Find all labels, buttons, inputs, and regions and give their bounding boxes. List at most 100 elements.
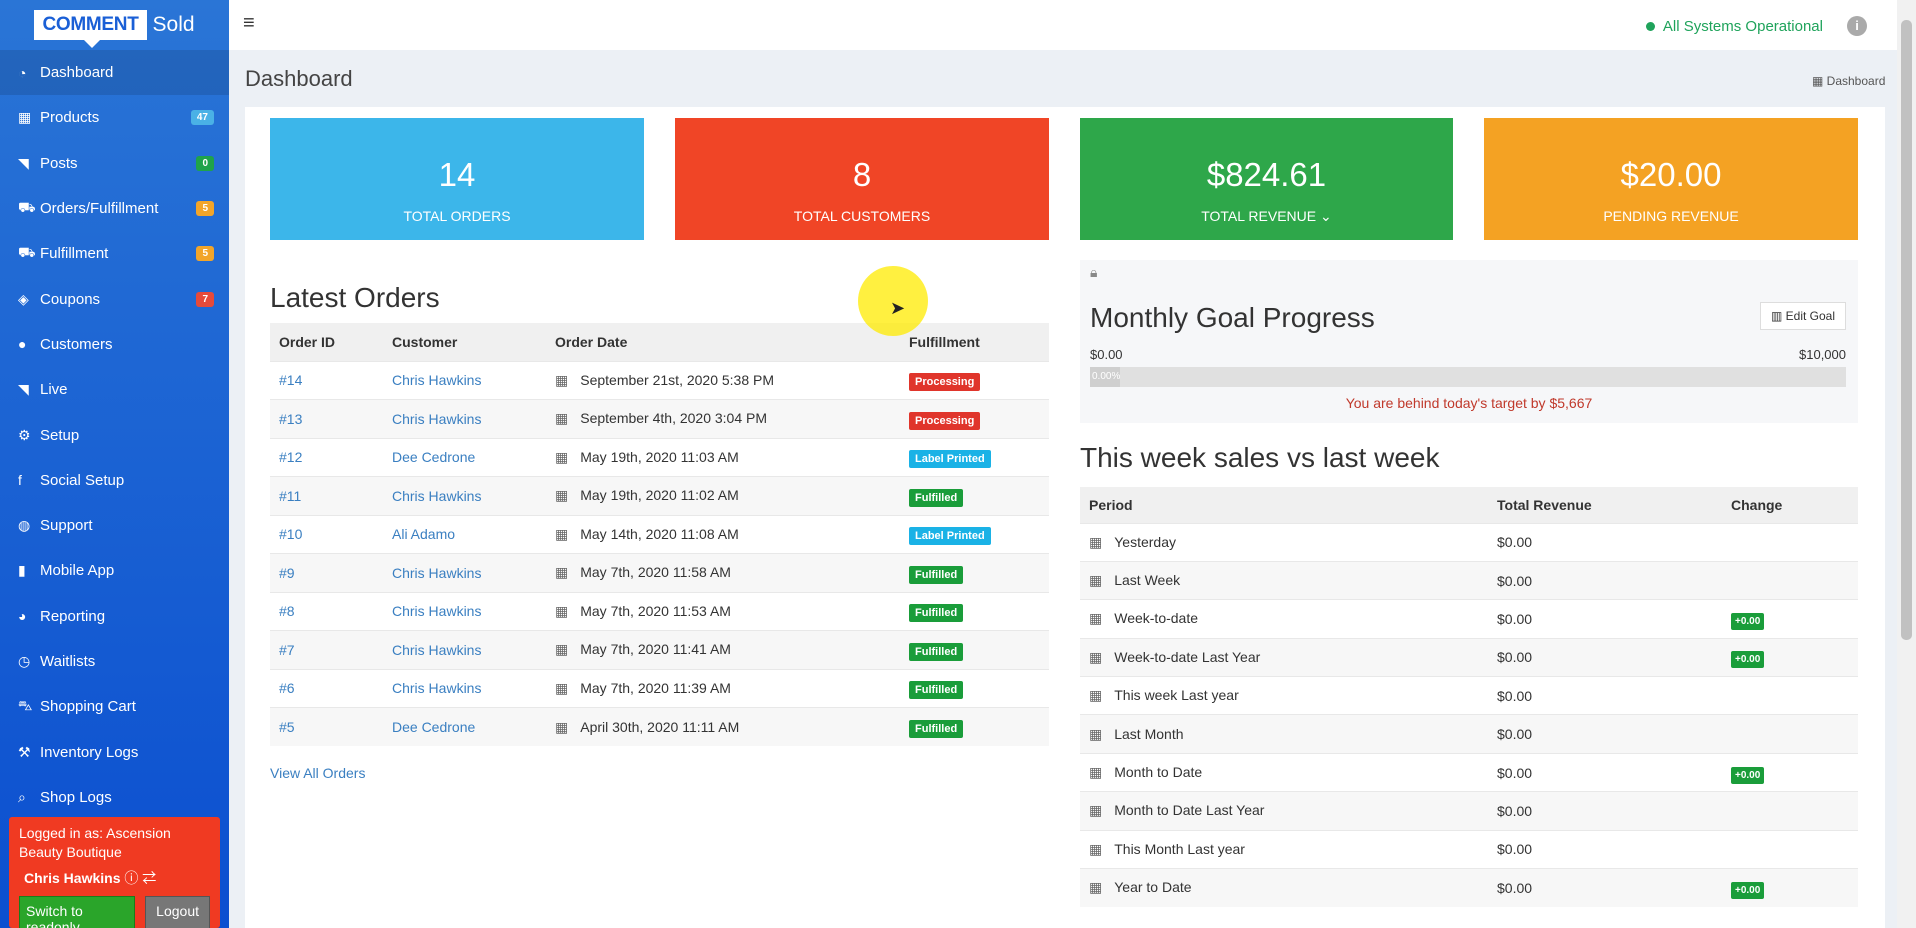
scrollbar-thumb[interactable] <box>1901 20 1912 640</box>
fulfillment-status-badge: Fulfilled <box>909 565 964 584</box>
calendar-icon: ▦ <box>1089 572 1103 589</box>
page-scrollbar[interactable] <box>1897 0 1916 928</box>
sidebar-item-label: Setup <box>40 426 80 444</box>
period-label: This Month Last year <box>1114 840 1245 857</box>
view-all-orders-link[interactable]: View All Orders <box>270 765 366 781</box>
logo-sold: Sold <box>152 13 195 36</box>
calendar-icon: ▦ <box>555 564 569 581</box>
order-id-link[interactable]: #5 <box>279 719 295 735</box>
customer-link[interactable]: Chris Hawkins <box>392 564 482 581</box>
period-revenue: $0.00 <box>1497 649 1533 666</box>
period-revenue: $0.00 <box>1497 610 1533 627</box>
edit-goal-button[interactable]: ▥ Edit Goal <box>1759 302 1846 330</box>
sidebar-item-reporting[interactable]: ◕ Reporting <box>0 594 229 639</box>
customer-link[interactable]: Chris Hawkins <box>392 603 482 620</box>
order-id-link[interactable]: #13 <box>279 410 303 427</box>
stat-label: TOTAL REVENUE ⌄ <box>1080 208 1453 225</box>
week-sales-title: This week sales vs last week <box>1080 442 1440 473</box>
logo[interactable]: COMMENT Sold <box>0 0 229 50</box>
order-id-link[interactable]: #12 <box>279 449 303 466</box>
sidebar-item-live[interactable]: ◥ Live <box>0 367 229 412</box>
breadcrumb[interactable]: ▦ Dashboard <box>1812 74 1885 88</box>
latest-orders-table: Order ID Customer Order Date Fulfillment… <box>270 323 1049 746</box>
sidebar-item-inventory-logs[interactable]: ⚒ Inventory Logs <box>0 729 229 774</box>
order-id-link[interactable]: #9 <box>279 564 295 581</box>
stat-total-customers[interactable]: 8 TOTAL CUSTOMERS <box>675 118 1049 240</box>
column-header[interactable]: Order ID <box>270 323 383 361</box>
week-sales-table: Period Total Revenue Change ▦ Yesterday $0… <box>1080 487 1858 907</box>
calendar-icon: ▦ <box>1089 879 1103 896</box>
stat-pending-revenue[interactable]: $20.00 PENDING REVENUE <box>1484 118 1858 240</box>
table-row: #10 Ali Adamo ▦ May 14th, 2020 11:08 AM Labe… <box>270 514 1049 554</box>
order-id-link[interactable]: #7 <box>279 641 295 658</box>
order-id-link[interactable]: #11 <box>279 487 302 504</box>
customer-link[interactable]: Chris Hawkins <box>392 487 482 504</box>
logo-comment: COMMENT <box>34 10 147 48</box>
sidebar-item-shop-logs[interactable]: ⌕ Shop Logs <box>0 775 229 820</box>
sidebar-item-fulfillment[interactable]: ⛟ Fulfillment 5 <box>0 231 229 276</box>
table-row: #8 Chris Hawkins ▦ May 7th, 2020 11:53 AM Fu… <box>270 591 1049 631</box>
sidebar-item-label: Products <box>40 109 100 127</box>
fulfillment-status-badge: Fulfilled <box>909 681 964 700</box>
info-circle-icon[interactable]: i <box>1847 16 1867 36</box>
sidebar-item-coupons[interactable]: ◈ Coupons 7 <box>0 276 229 321</box>
order-id-link[interactable]: #8 <box>279 603 295 620</box>
calendar-icon: ▦ <box>1089 840 1103 857</box>
column-header[interactable]: Order Date <box>546 323 900 361</box>
mouse-pointer-icon: ➤ <box>890 298 906 318</box>
menu-toggle-icon[interactable]: ≡ <box>243 12 255 34</box>
dashboard-grid-icon: ▦ <box>1812 74 1827 88</box>
sidebar-item-social-setup[interactable]: f Social Setup <box>0 458 229 503</box>
sidebar-item-products[interactable]: ▦ Products 47 <box>0 95 229 140</box>
customer-link[interactable]: Ali Adamo <box>392 526 456 543</box>
table-row: ▦ Month to Date $0.00 +0.00 <box>1080 752 1858 792</box>
stat-value: $824.61 <box>1206 156 1327 193</box>
count-badge: 5 <box>196 246 214 262</box>
stat-total-revenue[interactable]: $824.61 TOTAL REVENUE ⌄ <box>1080 118 1453 240</box>
order-id-link[interactable]: #14 <box>279 372 303 389</box>
stat-total-orders[interactable]: 14 TOTAL ORDERS <box>270 118 644 240</box>
sidebar-item-mobile-app[interactable]: ▮ Mobile App <box>0 548 229 593</box>
order-date: September 21st, 2020 5:38 PM <box>580 371 775 388</box>
sidebar-item-dashboard[interactable]: ◔ Dashboard <box>0 50 229 96</box>
stat-label: PENDING REVENUE <box>1603 208 1739 224</box>
customer-link[interactable]: Chris Hawkins <box>392 372 482 389</box>
period-revenue: $0.00 <box>1497 726 1533 743</box>
sidebar-item-orders-fulfillment[interactable]: ⛟ Orders/Fulfillment 5 <box>0 186 229 231</box>
system-status[interactable]: All Systems Operational i <box>1645 16 1867 36</box>
stat-value: $20.00 <box>1620 156 1722 193</box>
table-row: #12 Dee Cedrone ▦ May 19th, 2020 11:03 AM La… <box>270 437 1049 477</box>
calendar-icon: ▦ <box>1089 648 1103 665</box>
order-id-link[interactable]: #6 <box>279 680 295 697</box>
customer-link[interactable]: Chris Hawkins <box>392 641 482 658</box>
pie-chart-icon: ◕ <box>18 608 27 625</box>
fulfillment-status-badge: Label Printed <box>909 450 991 469</box>
customer-link[interactable]: Dee Cedrone <box>392 449 476 466</box>
switch-user-icon[interactable]: ⇄ <box>142 870 157 886</box>
sidebar-item-posts[interactable]: ◥ Posts 0 <box>0 141 229 186</box>
sidebar-item-label: Orders/Fulfillment <box>40 200 159 218</box>
logout-button[interactable]: Logout <box>145 896 210 928</box>
table-row: #13 Chris Hawkins ▦ September 4th, 2020 3:0… <box>270 399 1049 438</box>
sidebar-item-customers[interactable]: ● Customers <box>0 322 229 367</box>
switch-readonly-button[interactable]: Switch to readonly <box>19 896 136 928</box>
sidebar-item-label: Fulfillment <box>40 245 109 263</box>
sidebar-item-support[interactable]: ◍ Support <box>0 503 229 548</box>
stat-label: TOTAL ORDERS <box>403 208 511 224</box>
order-id-link[interactable]: #10 <box>279 526 303 543</box>
chevron-down-icon[interactable]: ⌄ <box>1320 208 1332 224</box>
sidebar-item-shopping-cart[interactable]: ⛍ Shopping Cart <box>0 684 229 729</box>
column-header[interactable]: Customer <box>383 323 546 361</box>
column-header[interactable]: Fulfillment <box>900 323 1049 361</box>
lock-icon[interactable]: 🔒︎ <box>1090 264 1098 280</box>
system-status-text: All Systems Operational <box>1662 17 1823 35</box>
table-row: ▦ Week-to-date Last Year $0.00 +0.00 <box>1080 637 1858 677</box>
sidebar-item-setup[interactable]: ⚙ Setup <box>0 412 229 457</box>
customer-link[interactable]: Chris Hawkins <box>392 680 482 697</box>
customer-link[interactable]: Chris Hawkins <box>392 410 482 427</box>
cart-icon: ⛍ <box>18 697 33 714</box>
sidebar-item-waitlists[interactable]: ◷ Waitlists <box>0 639 229 684</box>
customer-link[interactable]: Dee Cedrone <box>392 719 476 735</box>
info-icon[interactable]: ⓘ <box>124 870 139 886</box>
calendar-icon: ▦ <box>1089 687 1103 704</box>
